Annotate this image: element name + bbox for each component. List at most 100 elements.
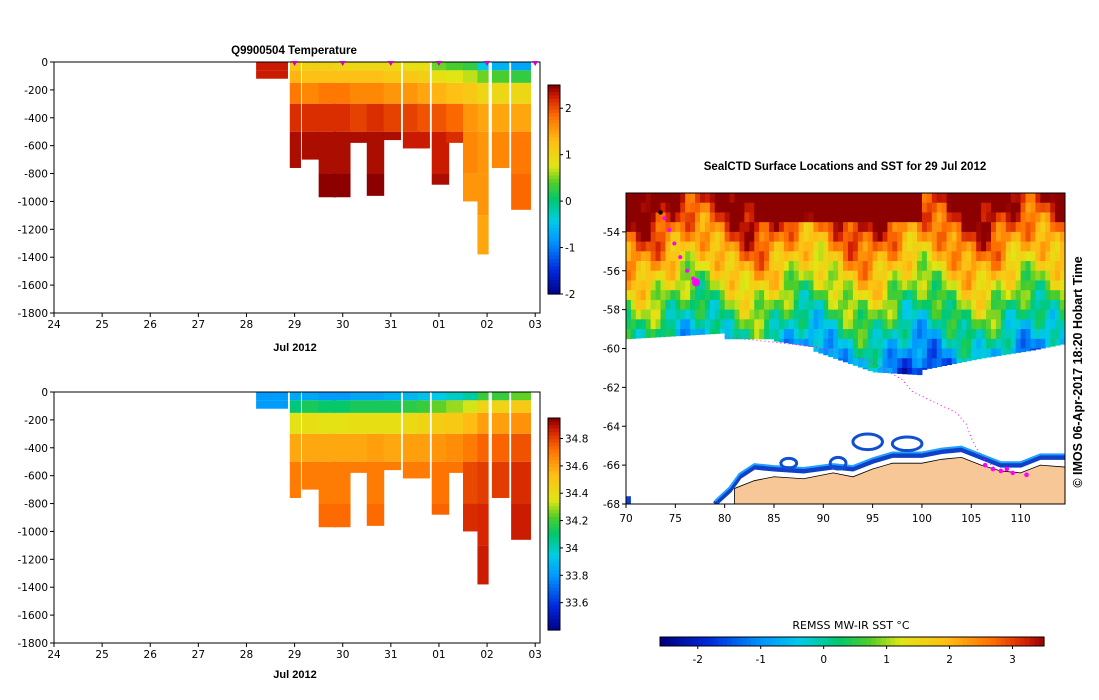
profile-cell <box>318 412 337 434</box>
sst-cell <box>714 193 721 204</box>
sst-cell <box>828 348 834 358</box>
sst-cell <box>690 280 696 291</box>
colorbar-segment <box>548 85 560 90</box>
sst-cell <box>655 280 662 291</box>
sst-cell <box>665 241 671 252</box>
sst-cell <box>749 280 755 291</box>
sst-cell <box>892 222 898 233</box>
sst-cell <box>739 329 745 340</box>
sst-cell <box>1025 231 1031 243</box>
sst-cell <box>897 261 903 272</box>
sst-cell <box>981 212 987 223</box>
sst-cell <box>1010 280 1017 291</box>
profile-cell <box>256 70 288 79</box>
sst-cell <box>1050 202 1056 213</box>
colorbar-segment <box>548 224 560 229</box>
sst-cell <box>917 299 923 311</box>
profile-cell <box>446 82 464 104</box>
sst-cell <box>971 212 977 223</box>
sst-cell <box>808 193 814 204</box>
sst-cell <box>852 329 859 340</box>
sst-cell <box>971 319 977 330</box>
sst-colorbar-tick-label: 0 <box>820 654 827 666</box>
sst-cell <box>660 231 666 243</box>
sst-cell <box>788 202 795 213</box>
sst-cell <box>847 251 854 262</box>
sst-cell <box>951 193 957 204</box>
sst-cell <box>675 193 681 204</box>
sst-cell <box>902 319 908 330</box>
sst-cell <box>961 251 967 262</box>
sst-cell <box>645 241 652 252</box>
profile-cell <box>511 503 531 540</box>
sst-cell <box>1030 261 1036 272</box>
sst-cell <box>966 241 972 252</box>
sst-cell <box>926 222 933 233</box>
sst-cell <box>823 270 829 281</box>
sst-cell <box>828 193 834 204</box>
sst-cell <box>798 280 805 291</box>
sst-cell <box>709 319 716 330</box>
profile-cell <box>477 392 489 401</box>
sst-cell <box>917 222 923 233</box>
sst-colorbar-segment <box>986 637 992 646</box>
sst-cell <box>857 348 864 359</box>
sst-cell <box>626 309 632 320</box>
sst-cell <box>793 319 800 330</box>
colorbar-segment <box>548 545 560 550</box>
profile-cell <box>431 433 450 462</box>
sst-cell <box>729 231 736 243</box>
sst-cell <box>1000 338 1007 349</box>
sst-cell <box>981 280 987 291</box>
profile-cell <box>383 412 402 434</box>
sst-cell <box>852 348 859 359</box>
colorbar-segment <box>548 478 560 483</box>
sst-cell <box>660 329 666 338</box>
sst-cell <box>778 290 785 301</box>
sst-colorbar-segment <box>756 637 762 646</box>
sst-cell <box>921 231 928 243</box>
sst-cell <box>872 367 879 373</box>
profile-column <box>463 392 481 532</box>
sst-cell <box>818 212 824 223</box>
sst-cell <box>714 212 721 223</box>
sst-cell <box>635 299 642 311</box>
sst-cell <box>685 193 691 204</box>
sst-cell <box>862 338 869 349</box>
profile-column <box>349 392 368 473</box>
sst-cell <box>862 309 869 320</box>
sst-cell <box>1035 299 1041 311</box>
sst-cell <box>670 202 676 213</box>
sst-cell <box>754 270 760 281</box>
sst-cell <box>778 212 785 223</box>
sst-cell <box>1005 212 1012 223</box>
profile-cell <box>383 400 402 413</box>
sst-cell <box>991 270 997 281</box>
sst-cell <box>1005 338 1012 349</box>
sst-cell <box>680 299 686 311</box>
sst-cell <box>971 222 977 233</box>
sst-cell <box>833 193 839 204</box>
sst-cell <box>1020 231 1027 243</box>
sst-cell <box>981 261 987 272</box>
sst-cell <box>823 241 829 252</box>
sst-cell <box>690 319 696 330</box>
sst-cell <box>867 280 874 291</box>
map-y-tick-label: -64 <box>603 421 620 433</box>
sst-cell <box>793 290 800 301</box>
sst-cell <box>823 319 829 330</box>
sst-cell <box>867 329 874 340</box>
sst-cell <box>1000 251 1007 262</box>
sst-cell <box>907 270 913 281</box>
sst-cell <box>660 251 666 262</box>
sst-cell <box>759 251 765 262</box>
y-tick-label: -800 <box>24 499 48 511</box>
sst-cell <box>991 222 997 233</box>
sst-cell <box>709 309 716 320</box>
colorbar-segment <box>548 91 560 97</box>
sst-cell <box>862 348 869 359</box>
sst-cell <box>773 222 780 233</box>
imos-copyright-stamp: © IMOS 06-Apr-2017 18:20 Hobart Time <box>1071 256 1085 487</box>
colorbar-segment <box>548 587 560 592</box>
